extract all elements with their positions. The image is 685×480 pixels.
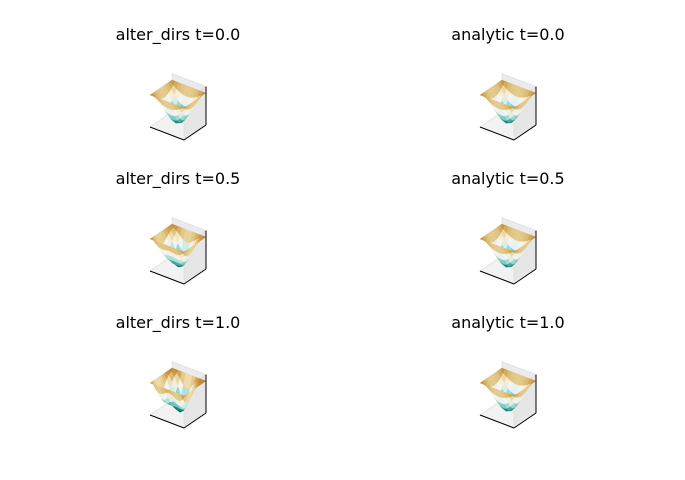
surface-patch [510,394,517,397]
subplot-title: analytic t=0.5 [451,169,565,188]
x-axis-line [149,126,185,141]
subplot-alter-dirs-t05: alter_dirs t=0.5 [78,168,278,298]
subplot-title: analytic t=0.0 [451,25,565,44]
surface [149,367,207,413]
surface-patch [180,106,187,109]
subplot-title: alter_dirs t=0.0 [115,25,241,44]
surface-patch [510,106,517,109]
subplot-alter-dirs-t1: alter_dirs t=1.0 [78,312,278,442]
y-axis-line [513,268,537,285]
surface-plot [149,217,207,285]
surface-plot [479,361,537,429]
x-axis-line [479,270,515,285]
surface-plot [479,217,537,285]
y-axis-line [183,412,207,429]
x-axis-line [479,126,515,141]
y-axis-line [183,268,207,285]
subplot-title: analytic t=1.0 [451,313,565,332]
surface-patch [180,250,187,254]
surface-plot [479,73,537,141]
y-axis-line [183,124,207,141]
surface [479,79,537,124]
surface-plot [149,361,207,429]
surface [149,223,207,268]
x-axis-line [149,270,185,285]
x-axis-line [479,414,515,429]
x-axis-line [149,414,185,429]
y-axis-line [513,124,537,141]
surface-patch [180,394,187,400]
subplot-title: alter_dirs t=0.5 [115,169,241,188]
surface [479,223,537,268]
y-axis-line [513,412,537,429]
surface [479,367,537,412]
subplot-analytic-t05: analytic t=0.5 [408,168,608,298]
subplot-title: alter_dirs t=1.0 [115,313,241,332]
surface [149,79,207,124]
surface-patch [510,250,517,253]
subplot-analytic-t1: analytic t=1.0 [408,312,608,442]
subplot-analytic-t0: analytic t=0.0 [408,24,608,154]
surface-plot [149,73,207,141]
subplot-alter-dirs-t0: alter_dirs t=0.0 [78,24,278,154]
